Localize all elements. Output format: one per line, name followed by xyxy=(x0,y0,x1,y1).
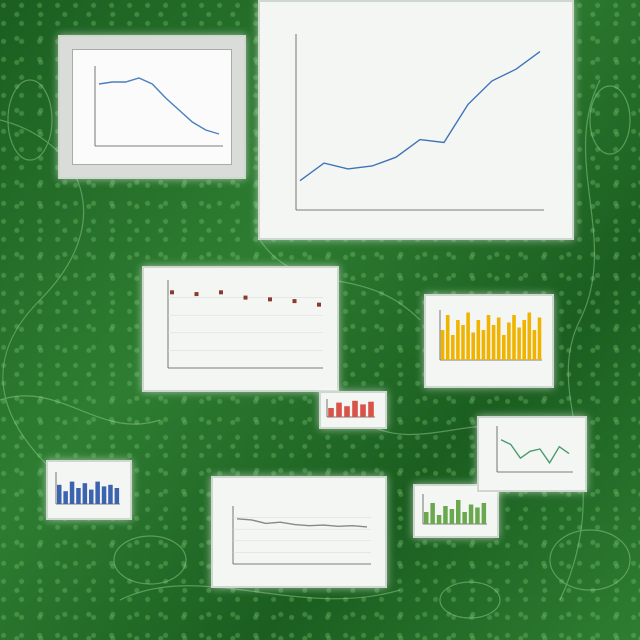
series-line xyxy=(98,77,220,135)
scatter-point xyxy=(243,295,248,300)
bar xyxy=(475,507,480,524)
scatter-point xyxy=(292,299,297,304)
bar xyxy=(461,325,465,360)
bar xyxy=(424,512,429,524)
line-chart-2 xyxy=(295,34,544,211)
bar xyxy=(440,330,445,360)
line-chart-3 xyxy=(232,506,371,565)
bar xyxy=(328,408,334,417)
bar xyxy=(456,500,461,524)
bar-chart-green xyxy=(422,494,487,525)
chart-panel-5 xyxy=(319,391,387,429)
scatter-point xyxy=(268,297,272,302)
chart-panel-2 xyxy=(258,0,574,240)
bar xyxy=(502,335,506,360)
bar xyxy=(466,312,470,360)
bar xyxy=(522,320,526,360)
bar xyxy=(537,317,542,360)
bar-chart-blue xyxy=(55,472,120,505)
scatter-chart xyxy=(167,280,323,369)
chart-panel-3 xyxy=(142,266,339,392)
bar xyxy=(69,481,75,504)
bar xyxy=(476,320,481,360)
bar xyxy=(436,515,442,524)
bar xyxy=(360,404,366,417)
bar xyxy=(532,330,537,360)
bar xyxy=(462,512,467,524)
bar xyxy=(451,335,455,360)
bar xyxy=(481,330,486,360)
chart-panel-1 xyxy=(58,35,246,179)
bar xyxy=(101,486,107,504)
chart-panel-6 xyxy=(46,460,132,520)
bar xyxy=(57,484,62,504)
scatter-point xyxy=(170,290,174,295)
bar xyxy=(76,488,81,504)
bar xyxy=(517,327,521,360)
bar xyxy=(449,509,455,524)
bar xyxy=(368,401,374,417)
bar xyxy=(114,488,120,504)
bar xyxy=(496,317,501,360)
bar xyxy=(456,320,460,360)
bar xyxy=(352,400,358,417)
line-chart-1 xyxy=(94,66,223,147)
series-line xyxy=(500,439,570,465)
bar xyxy=(336,402,342,417)
chart-panel-4 xyxy=(424,294,554,388)
bar xyxy=(344,406,350,417)
chart-panel-9 xyxy=(477,416,587,492)
bar xyxy=(82,483,88,504)
bar xyxy=(445,315,450,360)
chart-panel-7 xyxy=(211,476,387,588)
bar xyxy=(95,481,100,504)
bar-chart-yellow xyxy=(439,310,542,361)
bar xyxy=(491,325,496,360)
chart-panel-8 xyxy=(413,484,499,538)
bar xyxy=(430,503,435,524)
line-chart-4 xyxy=(496,426,573,473)
bar xyxy=(63,491,68,504)
scatter-point xyxy=(219,290,223,295)
bar xyxy=(89,489,94,504)
series-line xyxy=(299,51,541,182)
scatter-point xyxy=(194,292,199,297)
bar xyxy=(527,312,532,360)
scatter-point xyxy=(317,302,321,307)
series-line xyxy=(236,518,368,528)
bar xyxy=(512,315,516,360)
bar xyxy=(443,506,448,524)
bar xyxy=(108,484,113,504)
bar xyxy=(481,503,487,524)
bar xyxy=(468,504,474,524)
bar xyxy=(471,332,475,360)
bar-chart-red xyxy=(326,399,375,418)
bar xyxy=(486,315,491,360)
bar xyxy=(507,322,511,360)
